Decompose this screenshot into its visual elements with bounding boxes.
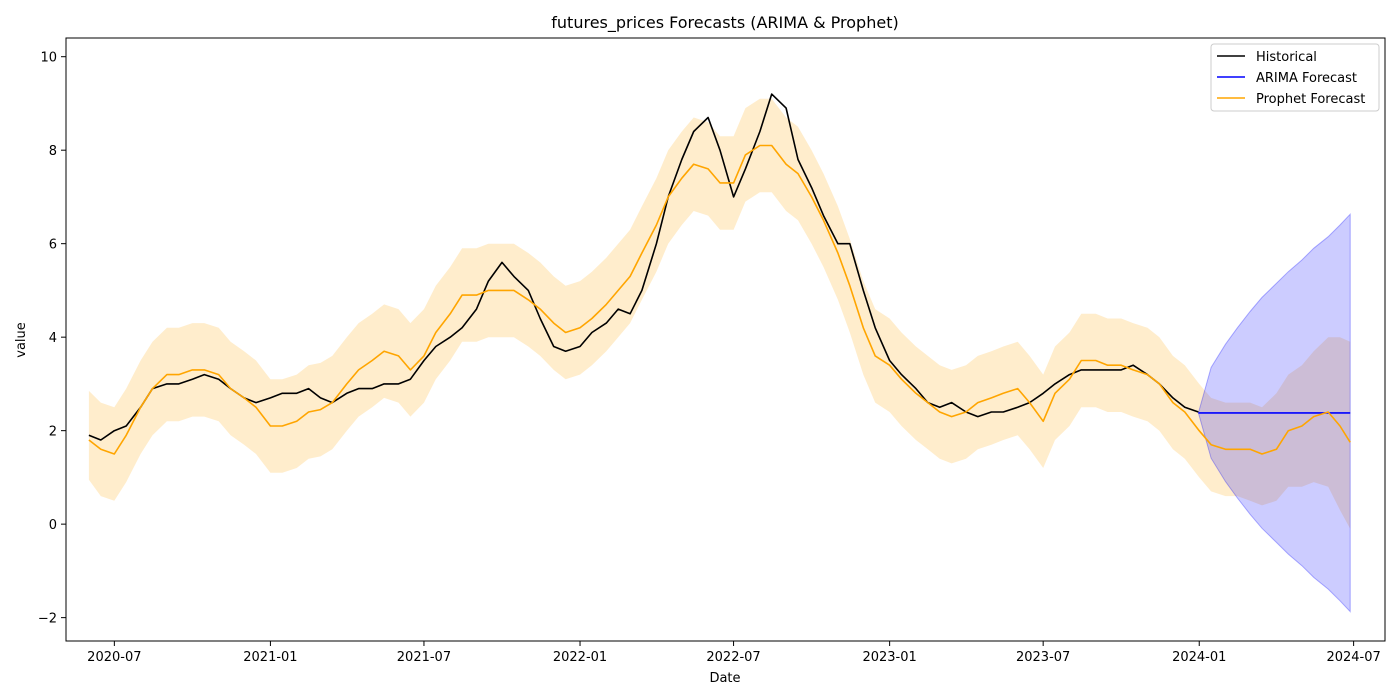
prophet-forecast-line (88, 144, 1351, 455)
x-tick-label: 2020-07 (87, 650, 141, 665)
x-tick-label: 2022-01 (553, 650, 607, 665)
historical-line (88, 93, 1199, 441)
y-tick-label: 6 (49, 238, 57, 253)
x-tick-label: 2022-07 (706, 650, 760, 665)
y-tick-label: 4 (49, 331, 57, 346)
x-tick-label: 2021-07 (397, 650, 451, 665)
y-tick-label: 0 (49, 518, 57, 533)
legend-frame (1210, 43, 1380, 112)
y-tick-label: 10 (40, 51, 57, 66)
x-tick-label: 2024-07 (1326, 650, 1380, 665)
legend-label-historical: Historical (1256, 50, 1317, 65)
x-tick-label: 2023-01 (862, 650, 916, 665)
x-tick-label: 2023-07 (1016, 650, 1070, 665)
prophet-interval-band (88, 98, 1351, 529)
legend-label-arima: ARIMA Forecast (1256, 71, 1357, 86)
chart-title: futures_prices Forecasts (ARIMA & Prophe… (551, 13, 898, 33)
x-tick-label: 2024-01 (1172, 650, 1226, 665)
y-tick-label: 2 (49, 425, 57, 440)
legend: Historical ARIMA Forecast Prophet Foreca… (1210, 43, 1380, 112)
y-axis-title: value (14, 322, 29, 358)
x-axis: 2020-07 2021-01 2021-07 2022-01 2022-07 2023-… (87, 641, 1381, 665)
legend-label-prophet: Prophet Forecast (1256, 92, 1365, 107)
y-tick-label: 8 (49, 144, 57, 159)
plot-frame (65, 37, 1386, 642)
x-axis-title: Date (709, 671, 740, 686)
y-axis: −2 0 2 4 6 8 10 (38, 51, 66, 627)
y-tick-label: −2 (38, 612, 57, 627)
series-lines (88, 93, 1351, 455)
x-tick-label: 2021-01 (243, 650, 297, 665)
